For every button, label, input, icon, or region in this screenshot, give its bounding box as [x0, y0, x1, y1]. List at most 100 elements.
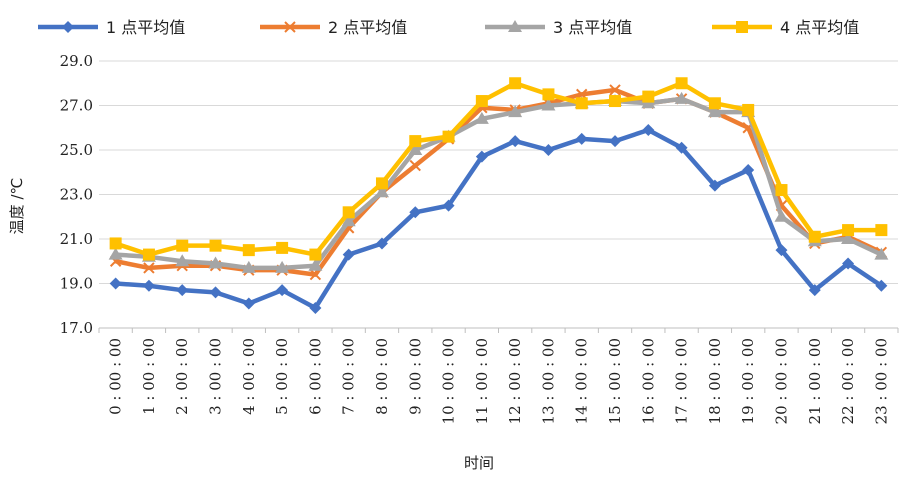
data-point	[509, 77, 522, 90]
data-point	[142, 248, 155, 261]
x-tick-label: 8 : 00 : 00	[373, 338, 391, 415]
data-point	[341, 214, 356, 227]
y-tick-label: 25.0	[60, 141, 93, 159]
data-point	[642, 123, 655, 136]
x-tick-label: 9 : 00 : 00	[406, 338, 424, 415]
data-point	[609, 135, 622, 148]
data-point	[475, 95, 488, 108]
data-point	[875, 279, 888, 292]
data-point	[775, 184, 788, 197]
series-3	[108, 91, 889, 273]
x-tick-label: 22 : 00 : 00	[839, 338, 857, 424]
data-point	[143, 262, 155, 274]
data-point	[842, 224, 855, 237]
x-tick-label: 12 : 00 : 00	[506, 338, 524, 424]
data-point	[176, 239, 189, 252]
data-point	[342, 248, 355, 261]
x-tick-label: 3 : 00 : 00	[207, 338, 225, 415]
data-point	[309, 268, 322, 281]
x-tick-label: 1 : 00 : 00	[140, 338, 158, 415]
data-point	[508, 105, 523, 118]
data-point	[842, 257, 855, 270]
data-point	[541, 98, 556, 111]
series-1	[109, 123, 888, 314]
series-4	[109, 77, 888, 261]
x-tick-label: 5 : 00 : 00	[273, 338, 291, 415]
x-tick-label: 14 : 00 : 00	[573, 338, 591, 424]
x-tick-label: 11 : 00 : 00	[473, 338, 491, 424]
x-axis-ticks: 0 : 00 : 00 1 : 00 : 00 2 : 00 : 00 3 : 00 …	[98, 328, 899, 424]
y-tick-label: 23.0	[60, 186, 93, 204]
data-point	[642, 90, 655, 103]
legend-label: 3 点平均值	[553, 18, 632, 37]
data-point	[209, 286, 222, 299]
x-tick-label: 23 : 00 : 00	[872, 338, 890, 424]
y-tick-label: 27.0	[60, 97, 93, 115]
series-line	[115, 96, 883, 271]
y-tick-label: 17.0	[60, 319, 93, 337]
legend-marker	[284, 21, 296, 33]
data-point	[109, 277, 122, 290]
x-tick-label: 4 : 00 : 00	[240, 338, 258, 415]
data-point	[874, 247, 889, 260]
data-point	[808, 230, 821, 243]
data-point	[442, 199, 455, 212]
data-point	[308, 258, 323, 271]
legend-label: 2 点平均值	[328, 18, 407, 37]
data-point	[542, 88, 555, 101]
data-point	[242, 297, 255, 310]
data-point	[708, 97, 721, 110]
data-point	[309, 248, 322, 261]
data-point	[374, 185, 389, 198]
legend-label: 1 点平均值	[106, 18, 185, 37]
data-point	[475, 150, 488, 163]
y-axis-ticks: 17.0 19.0 21.0 23.0 25.0 27.0 29.0	[60, 52, 93, 337]
x-tick-label: 21 : 00 : 00	[806, 338, 824, 424]
x-tick-label: 2 : 00 : 00	[173, 338, 191, 415]
data-point	[808, 284, 821, 297]
x-tick-label: 17 : 00 : 00	[673, 338, 691, 424]
data-point	[542, 144, 555, 156]
legend-item: 3 点平均值	[485, 18, 632, 37]
data-point	[474, 111, 489, 124]
data-point	[275, 260, 290, 273]
data-point	[408, 143, 423, 155]
x-tick-label: 15 : 00 : 00	[606, 338, 624, 424]
data-point	[375, 177, 388, 190]
data-point	[309, 301, 322, 314]
series-line	[115, 127, 883, 311]
data-point	[707, 105, 722, 118]
data-point	[109, 237, 122, 250]
data-point	[342, 206, 355, 219]
x-tick-label: 16 : 00 : 00	[639, 338, 657, 424]
data-point	[276, 284, 289, 297]
data-point	[276, 241, 289, 254]
data-point	[841, 232, 856, 244]
legend-item: 1 点平均值	[38, 18, 185, 37]
legend-item: 4 点平均值	[712, 18, 859, 37]
data-point	[375, 237, 388, 250]
data-point	[509, 135, 522, 148]
data-point	[241, 260, 256, 273]
data-point	[409, 135, 422, 148]
y-axis-label: 温度 /℃	[8, 178, 26, 235]
legend-marker	[736, 21, 748, 33]
x-tick-label: 0 : 00 : 00	[107, 338, 125, 415]
data-point	[108, 247, 123, 260]
data-point	[176, 284, 189, 297]
data-point	[409, 159, 421, 172]
y-tick-label: 21.0	[60, 230, 93, 248]
y-tick-label: 29.0	[60, 52, 93, 70]
legend-marker	[62, 21, 74, 33]
chart-legend: 1 点平均值 2 点平均值 3 点平均值 4 点平均值	[38, 18, 859, 37]
x-tick-label: 20 : 00 : 00	[772, 338, 790, 424]
data-point	[142, 279, 155, 292]
data-point	[774, 209, 789, 222]
data-point	[742, 164, 755, 177]
legend-item: 2 点平均值	[260, 18, 407, 37]
data-point	[575, 132, 588, 145]
data-point	[708, 179, 721, 192]
data-point	[609, 95, 622, 108]
x-tick-label: 18 : 00 : 00	[706, 338, 724, 424]
